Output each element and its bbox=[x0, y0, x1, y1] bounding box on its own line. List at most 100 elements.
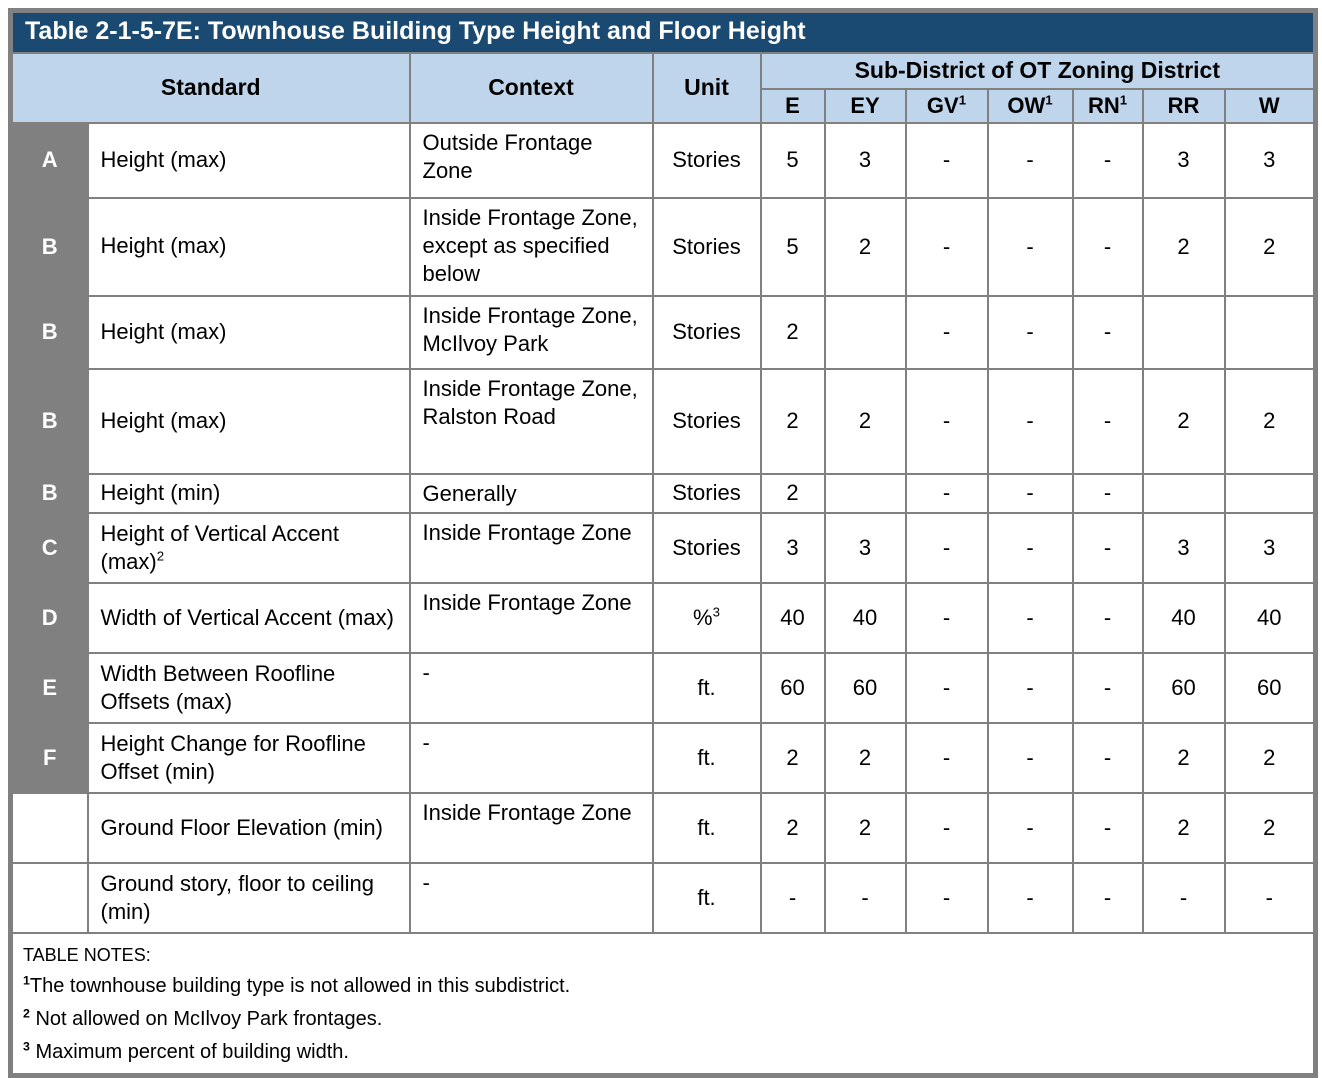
unit-cell: Stories bbox=[651, 121, 762, 199]
context-cell: Inside Frontage Zone bbox=[408, 791, 654, 864]
value-cell-e: 2 bbox=[759, 294, 826, 370]
standard-letter: A bbox=[9, 121, 89, 199]
value-cell-e: - bbox=[759, 861, 826, 934]
table-row: B Height (min) Generally Stories 2 - - - bbox=[9, 472, 1317, 514]
value-cell-rr: 2 bbox=[1141, 721, 1226, 794]
unit-cell: Stories bbox=[651, 294, 762, 370]
standard-letter: B bbox=[9, 294, 89, 370]
unit-cell: %3 bbox=[651, 581, 762, 654]
context-cell: - bbox=[408, 861, 654, 934]
value-cell-ow: - bbox=[986, 861, 1074, 934]
value-cell-ow: - bbox=[986, 121, 1074, 199]
context-cell: Inside Frontage Zone, Ralston Road bbox=[408, 367, 654, 475]
standard-letter: C bbox=[9, 511, 89, 584]
column-header-district-rr: RR bbox=[1141, 87, 1226, 124]
table-note-1: 1The townhouse building type is not allo… bbox=[23, 973, 571, 997]
standard-letter: E bbox=[9, 651, 89, 724]
context-cell: Inside Frontage Zone bbox=[408, 581, 654, 654]
value-cell-rn: - bbox=[1071, 791, 1144, 864]
value-cell-w: 2 bbox=[1223, 791, 1317, 864]
context-cell: Outside Frontage Zone bbox=[408, 121, 654, 199]
value-cell-ey bbox=[823, 472, 907, 514]
standard-name: Ground Floor Elevation (min) bbox=[86, 791, 411, 864]
value-cell-ey: 3 bbox=[823, 121, 907, 199]
value-cell-w: 3 bbox=[1223, 511, 1317, 584]
context-cell: Inside Frontage Zone, McIlvoy Park bbox=[408, 294, 654, 370]
value-cell-rn: - bbox=[1071, 367, 1144, 475]
value-cell-gv: - bbox=[904, 367, 989, 475]
table-note-3: 3 Maximum percent of building width. bbox=[23, 1039, 349, 1063]
value-cell-w bbox=[1223, 294, 1317, 370]
standard-letter bbox=[9, 791, 89, 864]
value-cell-e: 40 bbox=[759, 581, 826, 654]
value-cell-rn: - bbox=[1071, 721, 1144, 794]
standard-letter: B bbox=[9, 196, 89, 297]
value-cell-ey: 60 bbox=[823, 651, 907, 724]
table-row: Ground story, floor to ceiling (min) - f… bbox=[9, 861, 1317, 934]
table-note-2: 2 Not allowed on McIlvoy Park frontages. bbox=[23, 1006, 383, 1030]
value-cell-w bbox=[1223, 472, 1317, 514]
value-cell-rr: 60 bbox=[1141, 651, 1226, 724]
table-row: B Height (max) Inside Frontage Zone, McI… bbox=[9, 294, 1317, 370]
value-cell-ey: 2 bbox=[823, 367, 907, 475]
column-header-district-gv: GV1 bbox=[904, 87, 989, 124]
value-cell-w: 2 bbox=[1223, 721, 1317, 794]
value-cell-e: 2 bbox=[759, 791, 826, 864]
standard-name: Width Between Roofline Offsets (max) bbox=[86, 651, 411, 724]
unit-cell: ft. bbox=[651, 791, 762, 864]
value-cell-e: 5 bbox=[759, 196, 826, 297]
value-cell-e: 60 bbox=[759, 651, 826, 724]
value-cell-rn: - bbox=[1071, 121, 1144, 199]
value-cell-ow: - bbox=[986, 367, 1074, 475]
table-row: F Height Change for Roofline Offset (min… bbox=[9, 721, 1317, 794]
value-cell-rr: 2 bbox=[1141, 367, 1226, 475]
table-row: B Height (max) Inside Frontage Zone, exc… bbox=[9, 196, 1317, 297]
value-cell-ow: - bbox=[986, 791, 1074, 864]
unit-cell: Stories bbox=[651, 196, 762, 297]
value-cell-e: 5 bbox=[759, 121, 826, 199]
value-cell-gv: - bbox=[904, 581, 989, 654]
column-header-unit: Unit bbox=[651, 51, 762, 124]
value-cell-rn: - bbox=[1071, 294, 1144, 370]
value-cell-ey: - bbox=[823, 861, 907, 934]
value-cell-rr bbox=[1141, 472, 1226, 514]
value-cell-gv: - bbox=[904, 294, 989, 370]
value-cell-ey bbox=[823, 294, 907, 370]
standard-name: Width of Vertical Accent (max) bbox=[86, 581, 411, 654]
value-cell-rr: 2 bbox=[1141, 791, 1226, 864]
unit-cell: Stories bbox=[651, 511, 762, 584]
value-cell-ey: 40 bbox=[823, 581, 907, 654]
context-cell: Inside Frontage Zone, except as specifie… bbox=[408, 196, 654, 297]
value-cell-e: 2 bbox=[759, 472, 826, 514]
value-cell-rr: 3 bbox=[1141, 511, 1226, 584]
value-cell-ow: - bbox=[986, 511, 1074, 584]
value-cell-gv: - bbox=[904, 791, 989, 864]
table-title: Table 2-1-5-7E: Townhouse Building Type … bbox=[9, 9, 1317, 54]
table-row: Ground Floor Elevation (min) Inside Fron… bbox=[9, 791, 1317, 864]
column-header-subdistrict-group: Sub-District of OT Zoning District bbox=[759, 51, 1317, 90]
value-cell-rn: - bbox=[1071, 511, 1144, 584]
standard-letter: F bbox=[9, 721, 89, 794]
value-cell-ow: - bbox=[986, 651, 1074, 724]
value-cell-gv: - bbox=[904, 472, 989, 514]
column-header-district-rn: RN1 bbox=[1071, 87, 1144, 124]
value-cell-rn: - bbox=[1071, 472, 1144, 514]
column-header-district-ow: OW1 bbox=[986, 87, 1074, 124]
value-cell-ey: 2 bbox=[823, 791, 907, 864]
value-cell-ey: 2 bbox=[823, 721, 907, 794]
value-cell-rn: - bbox=[1071, 861, 1144, 934]
value-cell-w: 2 bbox=[1223, 367, 1317, 475]
value-cell-gv: - bbox=[904, 651, 989, 724]
column-header-standard: Standard bbox=[9, 51, 411, 124]
table-row: B Height (max) Inside Frontage Zone, Ral… bbox=[9, 367, 1317, 475]
value-cell-w: 60 bbox=[1223, 651, 1317, 724]
table-row: D Width of Vertical Accent (max) Inside … bbox=[9, 581, 1317, 654]
table-row: E Width Between Roofline Offsets (max) -… bbox=[9, 651, 1317, 724]
column-header-district-e: E bbox=[759, 87, 826, 124]
column-header-context: Context bbox=[408, 51, 654, 124]
standard-name: Ground story, floor to ceiling (min) bbox=[86, 861, 411, 934]
standard-name: Height of Vertical Accent (max)2 bbox=[86, 511, 411, 584]
context-cell: Generally bbox=[408, 472, 654, 514]
value-cell-ow: - bbox=[986, 721, 1074, 794]
